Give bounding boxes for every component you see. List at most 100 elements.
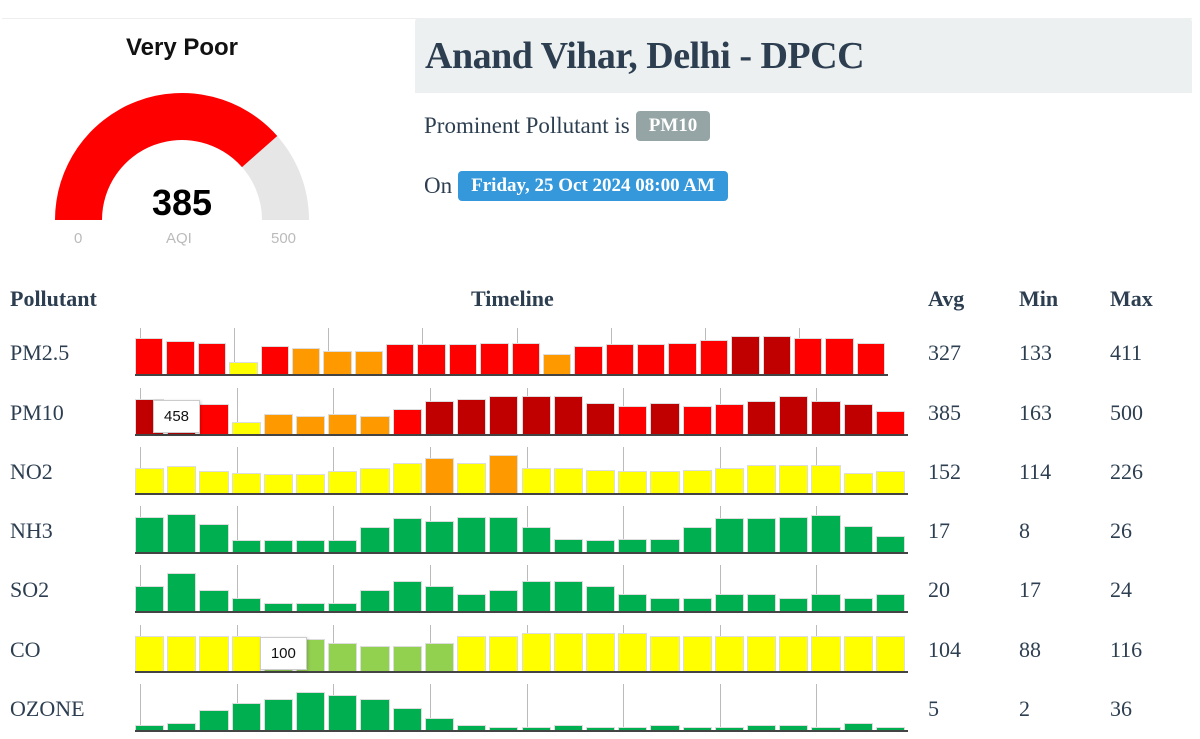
timeline-bar[interactable]: [167, 722, 197, 730]
timeline-bar[interactable]: [714, 594, 744, 611]
timeline-bar[interactable]: [650, 636, 680, 671]
timeline-bar[interactable]: [360, 645, 390, 671]
timeline-bar[interactable]: [199, 404, 229, 434]
timeline-bar[interactable]: [585, 726, 616, 730]
timeline-bar[interactable]: [354, 350, 383, 374]
timeline-bar[interactable]: [328, 695, 358, 730]
timeline-bar[interactable]: [199, 589, 229, 611]
timeline-bar[interactable]: [135, 516, 165, 552]
timeline-bar[interactable]: [843, 404, 873, 434]
timeline-bar[interactable]: [811, 636, 841, 671]
timeline-bar[interactable]: [424, 643, 455, 671]
timeline-bar[interactable]: [779, 598, 809, 611]
timeline-bar[interactable]: [263, 699, 294, 730]
timeline-bar[interactable]: [682, 598, 712, 611]
timeline-bar[interactable]: [328, 602, 358, 611]
timeline-bar[interactable]: [542, 354, 572, 374]
timeline-bar[interactable]: [296, 415, 326, 434]
timeline-bar[interactable]: [746, 464, 777, 493]
timeline-bar[interactable]: [779, 464, 809, 493]
timeline-bar[interactable]: [360, 699, 390, 730]
timeline-bar[interactable]: [779, 516, 809, 552]
timeline-bar[interactable]: [263, 602, 294, 611]
timeline-bar[interactable]: [843, 473, 873, 493]
timeline-bar[interactable]: [521, 527, 551, 552]
timeline-bar[interactable]: [199, 471, 229, 493]
timeline-bar[interactable]: [875, 410, 905, 434]
timeline-bar[interactable]: [650, 471, 680, 493]
timeline-bar[interactable]: [489, 396, 519, 434]
timeline-bar[interactable]: [135, 724, 165, 730]
timeline-bar[interactable]: [424, 400, 455, 434]
timeline-bar[interactable]: [386, 344, 415, 374]
timeline-bar[interactable]: [231, 598, 261, 611]
timeline-bar[interactable]: [199, 709, 229, 730]
timeline-bar[interactable]: [843, 525, 873, 552]
timeline-bar[interactable]: [424, 458, 455, 493]
timeline-bar[interactable]: [231, 636, 261, 671]
timeline-bar[interactable]: [650, 402, 680, 434]
timeline-bar[interactable]: [746, 518, 777, 552]
timeline-bar[interactable]: [585, 540, 616, 552]
timeline-bar[interactable]: [779, 396, 809, 434]
timeline-bar[interactable]: [199, 636, 229, 671]
timeline-bar[interactable]: [553, 538, 583, 552]
timeline-bar[interactable]: [714, 636, 744, 671]
timeline-bar[interactable]: [762, 336, 791, 374]
timeline-bar[interactable]: [135, 636, 165, 671]
timeline-bar[interactable]: [392, 581, 422, 611]
timeline-bar[interactable]: [668, 342, 697, 374]
timeline-bar[interactable]: [699, 339, 729, 374]
timeline-bar[interactable]: [231, 421, 261, 434]
timeline-bar[interactable]: [489, 516, 519, 552]
timeline-bar[interactable]: [650, 724, 680, 730]
timeline-bar[interactable]: [682, 469, 712, 493]
timeline-bar[interactable]: [585, 402, 616, 434]
timeline-bar[interactable]: [682, 405, 712, 434]
timeline-bar[interactable]: [489, 589, 519, 611]
timeline-bar[interactable]: [291, 347, 321, 374]
timeline-bar[interactable]: [457, 724, 487, 730]
timeline-bar[interactable]: [637, 344, 666, 374]
timeline-bar[interactable]: [135, 468, 165, 493]
timeline-bar[interactable]: [521, 468, 551, 493]
timeline-bar[interactable]: [296, 540, 326, 552]
timeline-bar[interactable]: [731, 336, 760, 374]
timeline-bar[interactable]: [650, 538, 680, 552]
timeline-bar[interactable]: [511, 342, 540, 374]
timeline-bar[interactable]: [714, 468, 744, 493]
timeline-bar[interactable]: [231, 473, 261, 493]
timeline-bar[interactable]: [553, 396, 583, 434]
timeline-bar[interactable]: [650, 598, 680, 611]
timeline-bar[interactable]: [260, 346, 289, 374]
timeline-bar[interactable]: [875, 726, 905, 730]
timeline-bar[interactable]: [605, 344, 634, 374]
timeline-bar[interactable]: [714, 518, 744, 552]
timeline-bar[interactable]: [296, 473, 326, 493]
timeline-bar[interactable]: [779, 636, 809, 671]
timeline-bar[interactable]: [360, 589, 390, 611]
timeline-bar[interactable]: [811, 464, 841, 493]
timeline-bar[interactable]: [457, 399, 487, 434]
timeline-bar[interactable]: [714, 726, 744, 730]
timeline-bar[interactable]: [521, 396, 551, 434]
timeline-bar[interactable]: [585, 633, 616, 671]
timeline-bar[interactable]: [825, 337, 854, 374]
timeline-bar[interactable]: [618, 405, 648, 434]
timeline-bar[interactable]: [682, 527, 712, 552]
timeline-bar[interactable]: [489, 455, 519, 493]
timeline-bar[interactable]: [875, 535, 905, 552]
timeline-bar[interactable]: [875, 594, 905, 611]
timeline-bar[interactable]: [424, 718, 455, 730]
timeline-bar[interactable]: [574, 346, 603, 374]
timeline-bar[interactable]: [843, 722, 873, 730]
timeline-bar[interactable]: [618, 594, 648, 611]
timeline-bar[interactable]: [167, 466, 197, 493]
timeline-bar[interactable]: [424, 521, 455, 552]
timeline-bar[interactable]: [457, 462, 487, 493]
timeline-bar[interactable]: [328, 414, 358, 434]
timeline-bar[interactable]: [135, 585, 165, 611]
timeline-bar[interactable]: [360, 468, 390, 493]
timeline-bar[interactable]: [296, 602, 326, 611]
timeline-bar[interactable]: [843, 636, 873, 671]
